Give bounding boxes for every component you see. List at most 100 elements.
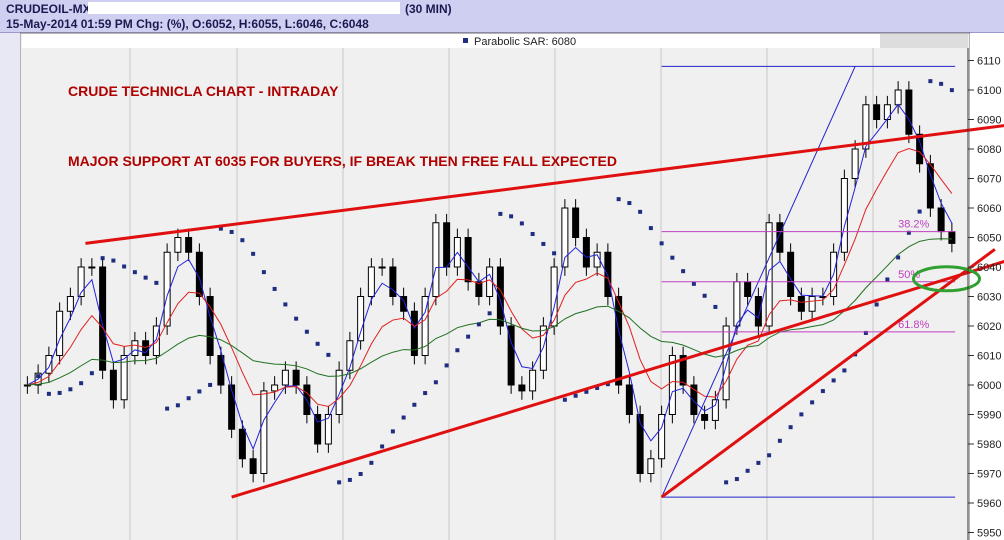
- sar-dot: [874, 302, 879, 307]
- candle: [432, 222, 440, 297]
- sar-dot: [154, 280, 159, 285]
- y-tick-label: 6080: [977, 144, 1001, 156]
- candle: [142, 340, 150, 356]
- sar-dot: [734, 477, 739, 482]
- sar-dot: [670, 255, 675, 260]
- candle: [926, 163, 934, 209]
- candle: [787, 251, 795, 297]
- sar-dot: [863, 330, 868, 335]
- sar-dot: [175, 403, 180, 408]
- sar-dot: [917, 209, 922, 214]
- y-tick-label: 6000: [977, 380, 1001, 392]
- y-tick-label: 6090: [977, 115, 1001, 127]
- sar-dot: [519, 221, 524, 226]
- y-tick-label: 6070: [977, 174, 1001, 186]
- candle: [324, 414, 332, 445]
- candle: [185, 237, 193, 253]
- candle: [260, 390, 268, 474]
- candle: [518, 384, 526, 392]
- sar-legend-label: Parabolic SAR: 6080: [474, 36, 576, 48]
- sar-dot: [681, 269, 686, 274]
- sar-dot: [745, 468, 750, 473]
- ma-slow-line: [27, 238, 952, 386]
- sar-dot: [466, 334, 471, 339]
- candle: [174, 237, 182, 253]
- sar-dot: [358, 472, 363, 477]
- candle: [916, 133, 924, 165]
- candle: [206, 296, 214, 356]
- sar-dot: [132, 270, 137, 275]
- sar-dot: [294, 316, 299, 321]
- sar-dot: [68, 387, 73, 392]
- sar-dot: [842, 368, 847, 373]
- y-tick-label: 5980: [977, 439, 1001, 451]
- left-margin: [0, 33, 20, 540]
- candle: [217, 355, 225, 386]
- candle: [120, 355, 128, 401]
- symbol-name-field: [88, 2, 400, 14]
- sar-dot: [509, 214, 514, 219]
- candle: [238, 428, 246, 460]
- sar-dot: [627, 201, 632, 206]
- sar-dot: [122, 264, 127, 269]
- sar-dot: [369, 460, 374, 465]
- candle: [56, 310, 64, 356]
- sar-dot: [186, 396, 191, 401]
- sar-dot: [724, 480, 729, 485]
- candle: [840, 178, 848, 253]
- sar-dot: [562, 397, 567, 402]
- candle: [668, 355, 676, 415]
- sar-dot: [906, 230, 911, 235]
- sar-dot: [552, 251, 557, 256]
- candle: [808, 296, 816, 312]
- ma-fast-line: [27, 103, 953, 451]
- sar-dot: [799, 412, 804, 417]
- y-tick-label: 5950: [977, 528, 1001, 540]
- candle: [357, 296, 365, 342]
- ma-mid-line: [27, 147, 953, 408]
- candle: [152, 325, 160, 356]
- sar-dot: [659, 241, 664, 246]
- sar-dot: [272, 286, 277, 291]
- y-tick-label: 6010: [977, 351, 1001, 363]
- candle: [937, 207, 945, 233]
- sar-dot: [218, 226, 223, 231]
- y-axis-area: [970, 33, 1004, 540]
- sar-dot: [261, 270, 266, 275]
- sar-dot: [767, 453, 772, 458]
- sar-dot: [616, 197, 621, 202]
- sar-dot: [777, 438, 782, 443]
- sar-dot: [713, 304, 718, 309]
- candle: [948, 231, 956, 244]
- y-tick-label: 6100: [977, 85, 1001, 97]
- candle: [292, 369, 300, 386]
- sar-dot: [111, 258, 116, 263]
- sar-dot: [337, 480, 342, 485]
- sar-legend-swatch: [463, 38, 468, 43]
- candle: [389, 266, 397, 297]
- sar-dot: [251, 251, 256, 256]
- candle: [195, 251, 203, 297]
- candle: [851, 148, 859, 179]
- candle: [367, 266, 375, 297]
- sar-dot: [412, 402, 417, 407]
- sar-dot: [530, 232, 535, 237]
- sar-dot: [401, 415, 406, 420]
- sar-dot: [347, 477, 352, 482]
- candle: [400, 296, 408, 312]
- sar-dot: [79, 381, 84, 386]
- sar-dot: [165, 406, 170, 411]
- sar-dot: [541, 241, 546, 246]
- support-highlight-ellipse: [912, 265, 981, 293]
- y-tick-label: 5970: [977, 469, 1001, 481]
- sar-dot: [380, 444, 385, 449]
- ohlc-info: 15-May-2014 01:59 PM Chg: (%), O:6052, H…: [6, 17, 369, 31]
- y-tick-label: 6110: [977, 56, 1001, 68]
- candle: [658, 414, 666, 460]
- trendline: [85, 124, 1004, 245]
- candle: [77, 266, 85, 297]
- candle: [346, 340, 354, 371]
- sar-dot: [476, 322, 481, 327]
- candle: [744, 281, 752, 297]
- sar-dot: [595, 385, 600, 390]
